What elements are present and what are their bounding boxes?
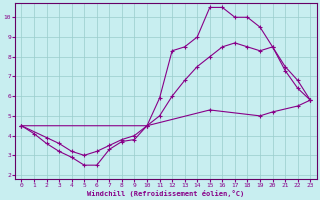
X-axis label: Windchill (Refroidissement éolien,°C): Windchill (Refroidissement éolien,°C) — [87, 190, 244, 197]
